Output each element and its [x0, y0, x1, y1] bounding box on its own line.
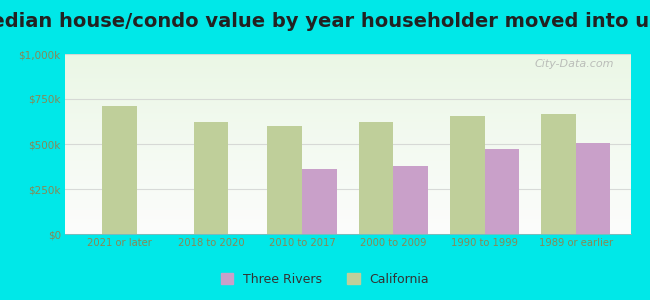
Bar [393, 166, 428, 234]
Bar [576, 143, 610, 234]
Bar [268, 126, 302, 234]
Bar [194, 122, 228, 234]
Bar [359, 122, 393, 234]
Text: City-Data.com: City-Data.com [534, 59, 614, 69]
Bar [450, 116, 484, 234]
Bar [484, 149, 519, 234]
Bar [541, 114, 576, 234]
Bar [103, 106, 137, 234]
Legend: Three Rivers, California: Three Rivers, California [216, 268, 434, 291]
Text: Median house/condo value by year householder moved into unit: Median house/condo value by year househo… [0, 12, 650, 31]
Bar [302, 169, 337, 234]
